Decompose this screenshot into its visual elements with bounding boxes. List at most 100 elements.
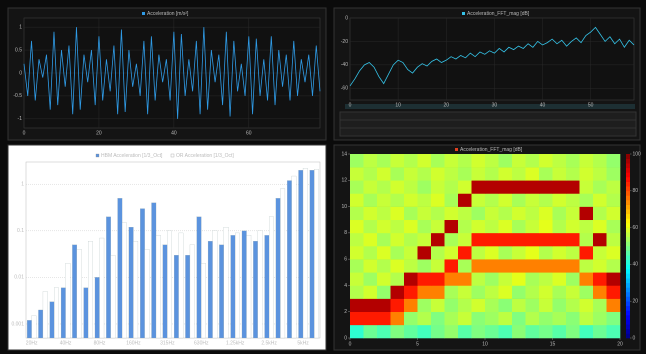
x-tick-label: 315Hz	[160, 340, 175, 346]
bar	[49, 301, 55, 339]
heat-cell	[606, 324, 621, 339]
bar	[167, 230, 172, 339]
heat-cell	[404, 259, 418, 273]
heat-cell	[444, 246, 459, 260]
heat-cell	[444, 180, 459, 194]
heat-cell	[390, 311, 405, 326]
x-tick-label: 80Hz	[94, 340, 106, 346]
heat-cell	[377, 232, 391, 247]
heat-cell	[377, 219, 391, 234]
heat-cell	[431, 324, 445, 339]
heat-cell	[390, 180, 405, 194]
heat-cell	[417, 167, 432, 181]
heat-cell	[350, 232, 364, 247]
heat-cell	[593, 167, 607, 181]
bar	[122, 222, 127, 339]
x-tick-label: 0	[349, 341, 352, 347]
bar	[174, 255, 179, 339]
heat-cell	[606, 259, 621, 273]
heat-cell	[525, 311, 540, 326]
bar	[185, 255, 191, 339]
x-tick-label: 20	[617, 341, 623, 347]
heat-cell	[485, 206, 499, 221]
heat-cell	[579, 259, 594, 273]
heat-cell	[539, 154, 553, 168]
heat-cell	[606, 180, 621, 194]
heat-cell	[525, 272, 540, 286]
heat-cell	[431, 219, 445, 234]
legend-swatch	[455, 148, 458, 151]
heat-cell	[404, 285, 418, 299]
heat-cell	[377, 259, 391, 273]
bar	[298, 170, 304, 339]
colorbar-step	[626, 195, 630, 201]
bar	[76, 249, 82, 339]
heat-cell	[525, 206, 540, 221]
colorbar-step	[626, 177, 630, 182]
y-tick-label: 1	[19, 24, 22, 30]
heat-cell	[512, 219, 526, 234]
heat-cell	[390, 246, 405, 260]
heat-cell	[404, 154, 418, 168]
heat-cell	[471, 259, 486, 273]
heat-cell	[525, 154, 540, 168]
heat-cell	[458, 154, 472, 168]
heat-cell	[431, 311, 445, 326]
colorbar-step	[626, 259, 630, 265]
heat-cell	[417, 246, 432, 260]
heat-cell	[579, 193, 594, 207]
y-tick-label: 4	[344, 283, 347, 289]
heat-cell	[593, 154, 607, 168]
bar	[201, 263, 206, 339]
colorbar-step	[626, 278, 630, 284]
x-tick-label: 40	[171, 130, 177, 136]
heat-cell	[579, 272, 594, 286]
heat-cell	[485, 193, 499, 207]
heat-cell	[417, 311, 432, 326]
heat-cell	[404, 272, 418, 286]
heat-cell	[552, 193, 567, 207]
heat-cell	[417, 154, 432, 168]
colorbar-step	[626, 324, 630, 330]
heat-cell	[363, 167, 378, 181]
heat-cell	[498, 180, 513, 194]
heat-cell	[593, 206, 607, 221]
heat-cell	[485, 259, 499, 273]
heat-cell	[498, 246, 513, 260]
colorbar-label: 40	[633, 262, 639, 268]
heat-cell	[552, 285, 567, 299]
heat-cell	[512, 285, 526, 299]
colorbar-step	[626, 333, 630, 339]
y-tick-label: 0.001	[11, 321, 24, 327]
heat-cell	[552, 206, 567, 221]
heat-cell	[471, 246, 486, 260]
bar	[155, 235, 161, 339]
heat-cell	[404, 206, 418, 221]
heat-cell	[471, 324, 486, 339]
bar	[302, 168, 308, 339]
bar	[275, 198, 281, 339]
heat-cell	[431, 259, 445, 273]
heat-cell	[377, 298, 391, 313]
colorbar-step	[626, 213, 630, 219]
heat-cell	[606, 219, 621, 234]
colorbar-step	[626, 167, 630, 173]
x-tick-label: 10	[482, 341, 488, 347]
heat-cell	[471, 219, 486, 234]
colorbar-label: 0	[633, 335, 636, 341]
bar	[140, 208, 145, 339]
bar	[314, 169, 319, 339]
heat-cell	[417, 193, 432, 207]
heat-cell	[431, 298, 445, 313]
heat-cell	[498, 272, 513, 286]
heat-cell	[539, 180, 553, 194]
colorbar-step	[626, 273, 630, 279]
heat-cell	[377, 311, 391, 326]
colorbar-label: 100	[633, 151, 642, 157]
heat-cell	[579, 180, 594, 194]
bar	[65, 263, 71, 339]
heat-cell	[404, 232, 418, 247]
heat-cell	[458, 272, 472, 286]
heat-cell	[593, 298, 607, 313]
